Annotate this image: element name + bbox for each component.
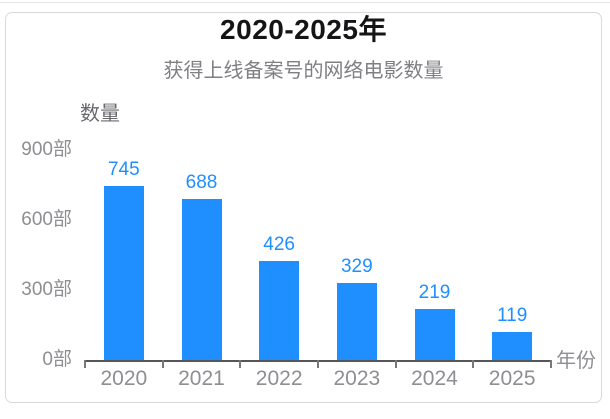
bar-value-label: 426: [263, 233, 295, 255]
bar: [259, 260, 300, 360]
x-axis-tick-mark: [239, 360, 242, 368]
chart-title: 2020-2025年: [220, 14, 387, 45]
bar: [181, 199, 222, 360]
bar: [414, 308, 455, 360]
x-axis-label: 2021: [178, 367, 225, 390]
bar: [492, 332, 533, 360]
x-axis-tick-mark: [161, 360, 164, 368]
x-axis-label: 2025: [488, 367, 536, 390]
bar-value-label: 119: [497, 305, 528, 327]
x-axis-tick-mark: [394, 360, 397, 368]
bar-value-label: 329: [340, 256, 373, 278]
x-axis-tick-mark: [472, 360, 475, 368]
bar: [336, 283, 377, 360]
y-axis-title: 数量: [80, 103, 120, 125]
bar-value-label: 745: [107, 159, 140, 181]
y-axis-tick-label: 600部: [21, 209, 72, 230]
x-axis-label: 2023: [333, 367, 381, 390]
y-axis-tick-label: 300部: [21, 279, 72, 300]
x-axis-label: 2024: [411, 367, 458, 390]
y-axis-tick-label: 900部: [21, 139, 72, 160]
x-axis-tick-mark: [317, 360, 319, 368]
x-axis-title: 年份: [556, 350, 596, 372]
bar-value-label: 688: [185, 172, 218, 194]
x-axis-tick-mark: [84, 360, 86, 368]
x-axis-label: 2022: [255, 367, 303, 390]
bar: [103, 186, 144, 360]
chart-subtitle: 获得上线备案号的网络电影数量: [163, 60, 444, 82]
bar-value-label: 219: [418, 281, 451, 303]
x-axis-label: 2020: [100, 367, 148, 390]
y-axis-tick-label: 0部: [42, 349, 72, 370]
top-divider: [0, 2, 610, 3]
x-axis-tick-mark: [550, 360, 552, 368]
